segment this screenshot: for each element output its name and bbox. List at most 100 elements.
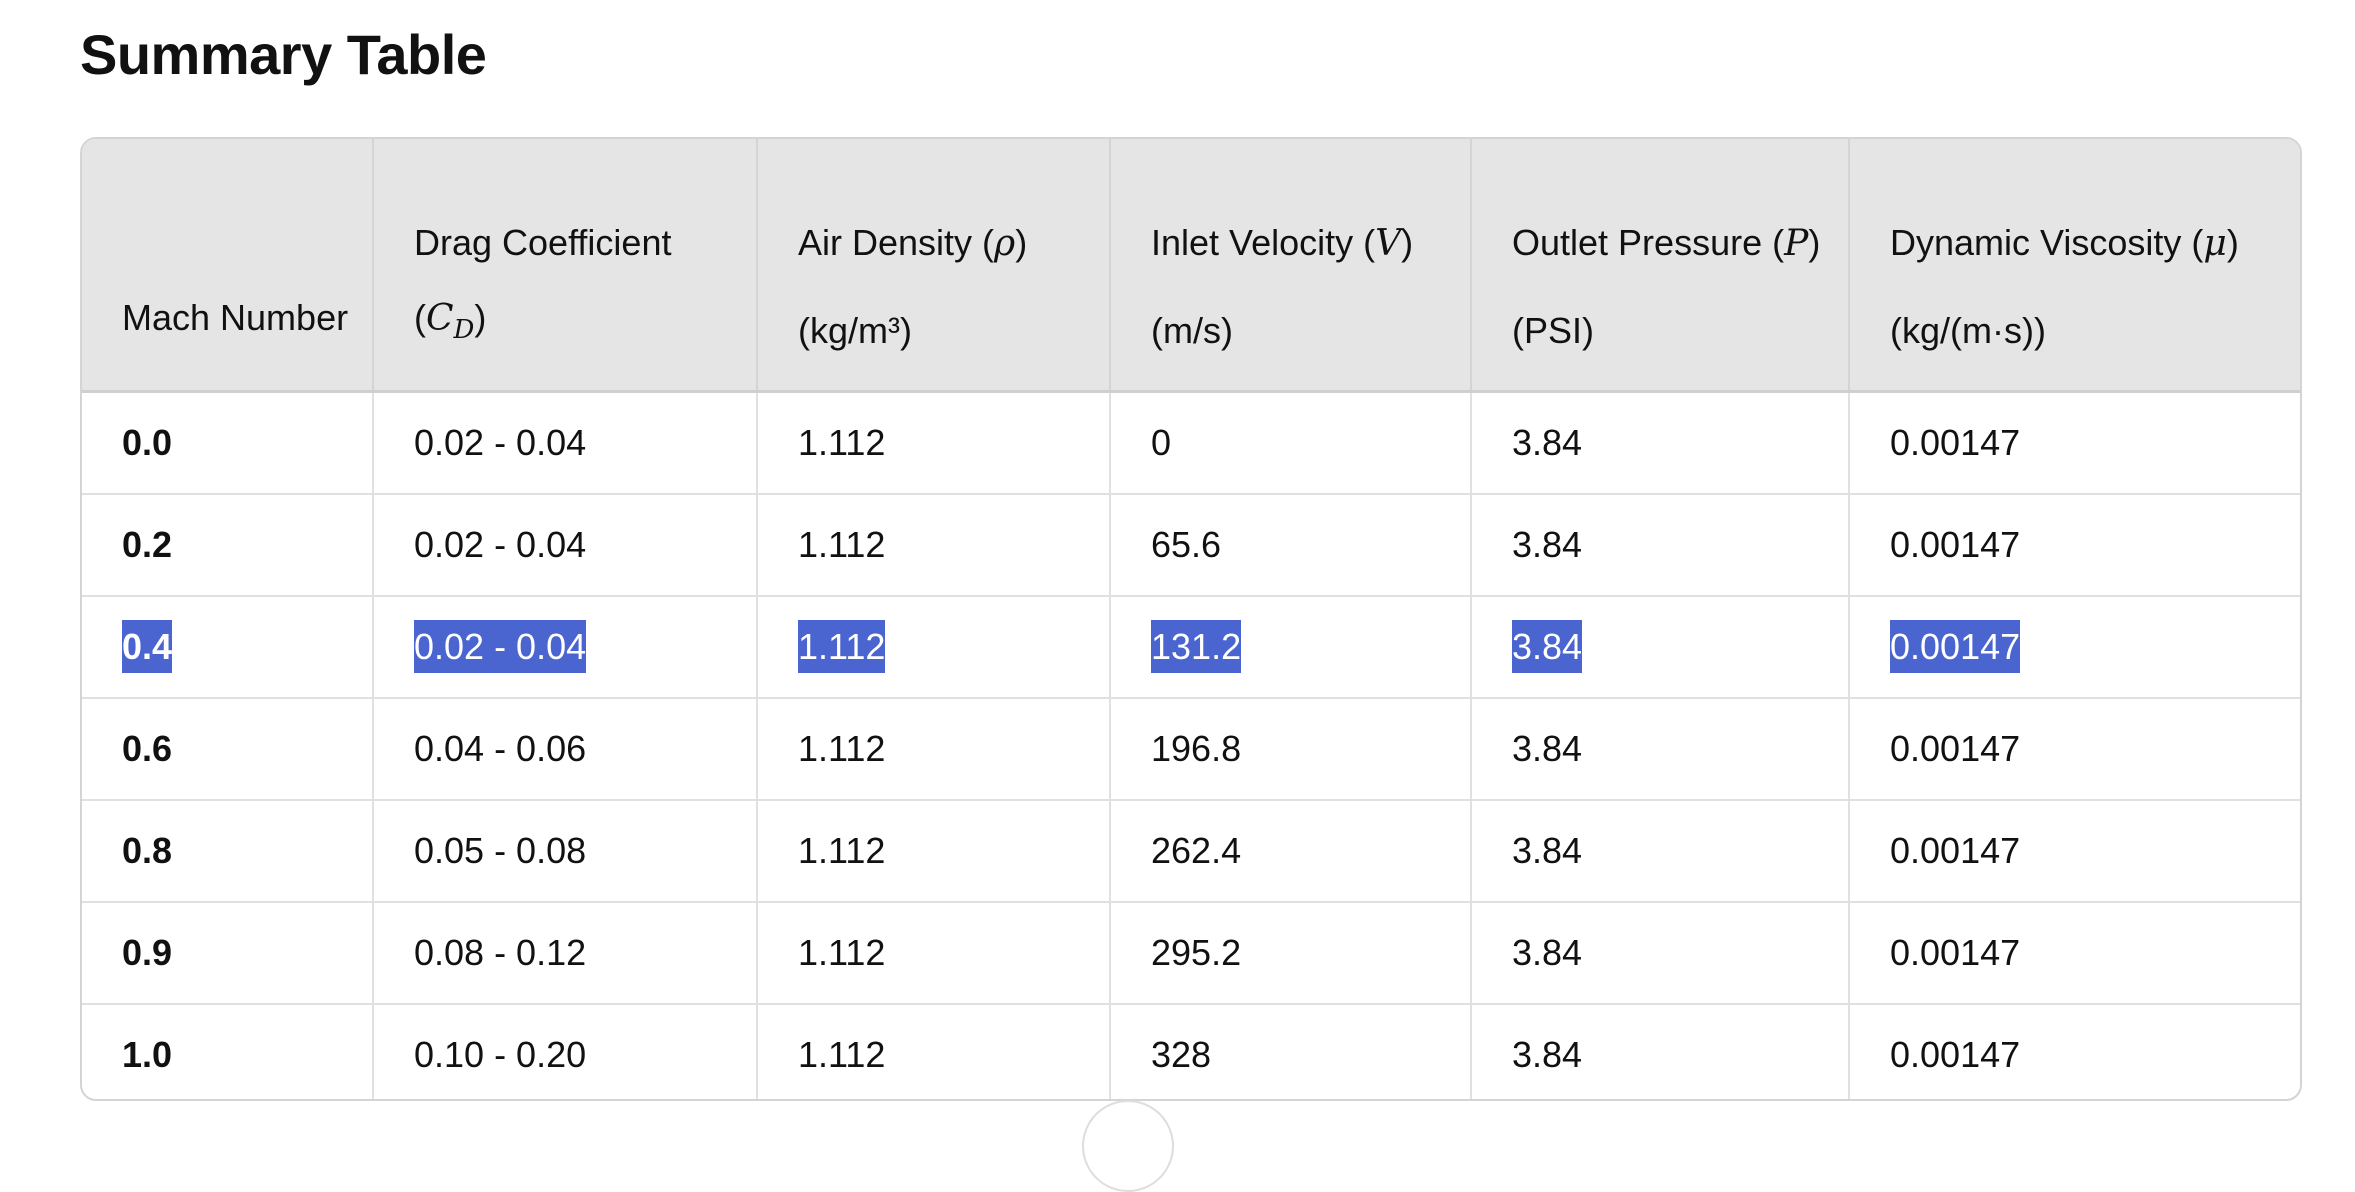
- cell-mach-number: 1.0: [82, 1004, 374, 1099]
- cell-text: 1.112: [798, 422, 886, 463]
- header-pre: Mach Number: [122, 296, 349, 338]
- cell-text: 0.10 - 0.20: [414, 1034, 587, 1075]
- header-post: ) (kg/(m·s)): [1890, 221, 2239, 351]
- cell-text: 1.112: [798, 524, 886, 565]
- cell-text: 3.84: [1512, 830, 1583, 871]
- header-sym: ρ: [994, 222, 1016, 264]
- cell-mach-number: 0.4: [82, 596, 374, 699]
- cell-air-density: 1.112: [757, 494, 1111, 597]
- cell-outlet-pressure: 3.84: [1471, 800, 1850, 903]
- table-row: 0.6 0.04 - 0.06 1.112 196.8 3.84 0.00147: [82, 698, 2300, 801]
- summary-table: Mach Number Drag Coefficient (CD) Air Dens…: [82, 139, 2300, 1099]
- cell-text: 328: [1151, 1034, 1212, 1075]
- cell-mach-number: 0.9: [82, 902, 374, 1005]
- cell-text: 1.112: [798, 728, 886, 769]
- cell-outlet-pressure: 3.84: [1471, 494, 1850, 597]
- cell-inlet-velocity: 0: [1110, 391, 1472, 495]
- cell-text: 1.112: [798, 932, 886, 973]
- cell-text: 0.2: [122, 524, 173, 565]
- cell-drag-coefficient: 0.02 - 0.04: [373, 596, 758, 699]
- cell-outlet-pressure: 3.84: [1471, 391, 1850, 495]
- cell-text: 65.6: [1151, 524, 1222, 565]
- cell-inlet-velocity: 262.4: [1110, 800, 1472, 903]
- cell-outlet-pressure: 3.84: [1471, 902, 1850, 1005]
- cell-text: 1.112: [798, 830, 886, 871]
- header-pre: Outlet Pressure (: [1512, 221, 1785, 263]
- cell-text: 3.84: [1512, 620, 1583, 673]
- cell-air-density: 1.112: [757, 698, 1111, 801]
- cell-text: 0.02 - 0.04: [414, 422, 587, 463]
- header-post: ) (PSI): [1512, 221, 1821, 351]
- header-post: ) (kg/m³): [798, 221, 1028, 351]
- header-pre: Inlet Velocity (: [1151, 221, 1376, 263]
- cell-text: 0.6: [122, 728, 173, 769]
- cell-text: 3.84: [1512, 728, 1583, 769]
- header-post: ): [474, 296, 487, 338]
- cell-dynamic-viscosity: 0.00147: [1849, 391, 2300, 495]
- cell-text: 0: [1151, 422, 1172, 463]
- column-header-air-density: Air Density (ρ) (kg/m³): [757, 139, 1111, 393]
- cell-mach-number: 0.0: [82, 391, 374, 495]
- cell-text: 0.4: [122, 620, 173, 673]
- cell-text: 0.00147: [1890, 932, 2021, 973]
- scroll-down-button[interactable]: [1082, 1100, 1174, 1192]
- header-pre: Dynamic Viscosity (: [1890, 221, 2204, 263]
- table-row: 0.8 0.05 - 0.08 1.112 262.4 3.84 0.00147: [82, 800, 2300, 903]
- cell-air-density: 1.112: [757, 596, 1111, 699]
- cell-text: 3.84: [1512, 1034, 1583, 1075]
- cell-text: 3.84: [1512, 524, 1583, 565]
- cell-drag-coefficient: 0.05 - 0.08: [373, 800, 758, 903]
- cell-dynamic-viscosity: 0.00147: [1849, 902, 2300, 1005]
- cell-text: 295.2: [1151, 932, 1242, 973]
- cell-text: 0.00147: [1890, 524, 2021, 565]
- cell-inlet-velocity: 131.2: [1110, 596, 1472, 699]
- cell-inlet-velocity: 328: [1110, 1004, 1472, 1099]
- cell-mach-number: 0.8: [82, 800, 374, 903]
- header-pre: Drag Coefficient (: [414, 221, 672, 338]
- cell-air-density: 1.112: [757, 800, 1111, 903]
- cell-dynamic-viscosity: 0.00147: [1849, 596, 2300, 699]
- cell-inlet-velocity: 196.8: [1110, 698, 1472, 801]
- column-header-outlet-pressure: Outlet Pressure (P) (PSI): [1471, 139, 1850, 393]
- cell-drag-coefficient: 0.04 - 0.06: [373, 698, 758, 801]
- header-sym: C: [426, 297, 454, 339]
- cell-text: 1.0: [122, 1034, 173, 1075]
- cell-dynamic-viscosity: 0.00147: [1849, 494, 2300, 597]
- cell-text: 0.02 - 0.04: [414, 620, 587, 673]
- table-row: 1.0 0.10 - 0.20 1.112 328 3.84 0.00147: [82, 1004, 2300, 1099]
- header-sub: D: [453, 315, 475, 345]
- cell-outlet-pressure: 3.84: [1471, 596, 1850, 699]
- cell-text: 0.08 - 0.12: [414, 932, 587, 973]
- cell-text: 3.84: [1512, 422, 1583, 463]
- header-pre: Air Density (: [798, 221, 995, 263]
- cell-text: 0.05 - 0.08: [414, 830, 587, 871]
- cell-mach-number: 0.2: [82, 494, 374, 597]
- cell-text: 0.0: [122, 422, 173, 463]
- cell-dynamic-viscosity: 0.00147: [1849, 698, 2300, 801]
- page-title: Summary Table: [80, 23, 487, 86]
- cell-text: 0.00147: [1890, 1034, 2021, 1075]
- cell-drag-coefficient: 0.08 - 0.12: [373, 902, 758, 1005]
- cell-text: 262.4: [1151, 830, 1242, 871]
- cell-air-density: 1.112: [757, 1004, 1111, 1099]
- table-header-row: Mach Number Drag Coefficient (CD) Air Dens…: [82, 139, 2300, 393]
- cell-text: 0.04 - 0.06: [414, 728, 587, 769]
- cell-outlet-pressure: 3.84: [1471, 1004, 1850, 1099]
- table-row: 0.4 0.02 - 0.04 1.112 131.2 3.84 0.00147: [82, 596, 2300, 699]
- header-sym: μ: [2203, 222, 2227, 264]
- header-post: ) (m/s): [1151, 221, 1414, 351]
- cell-text: 0.02 - 0.04: [414, 524, 587, 565]
- column-header-inlet-velocity: Inlet Velocity (V) (m/s): [1110, 139, 1472, 393]
- cell-drag-coefficient: 0.02 - 0.04: [373, 391, 758, 495]
- table-row: 0.2 0.02 - 0.04 1.112 65.6 3.84 0.00147: [82, 494, 2300, 597]
- cell-text: 0.00147: [1890, 830, 2021, 871]
- cell-inlet-velocity: 65.6: [1110, 494, 1472, 597]
- cell-mach-number: 0.6: [82, 698, 374, 801]
- cell-text: 1.112: [798, 1034, 886, 1075]
- cell-text: 0.00147: [1890, 422, 2021, 463]
- cell-inlet-velocity: 295.2: [1110, 902, 1472, 1005]
- column-header-mach-number: Mach Number: [82, 139, 374, 393]
- cell-air-density: 1.112: [757, 902, 1111, 1005]
- cell-air-density: 1.112: [757, 391, 1111, 495]
- cell-text: 1.112: [798, 620, 886, 673]
